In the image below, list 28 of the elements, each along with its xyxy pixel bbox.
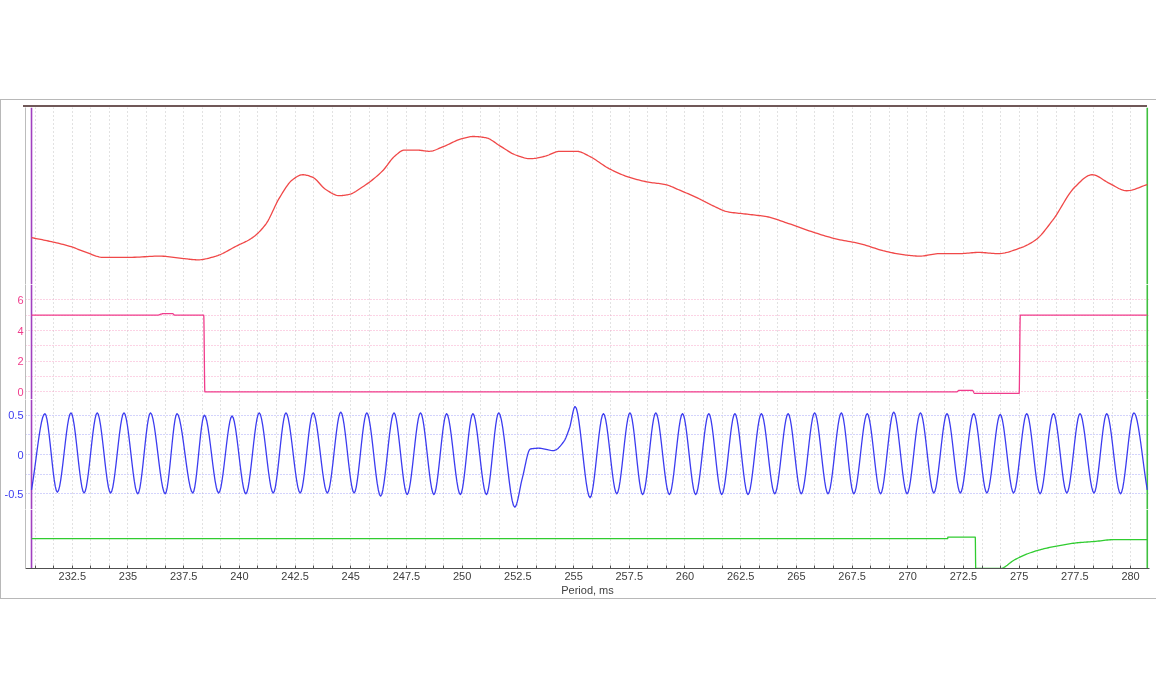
x-tick-label: 232.5: [58, 569, 87, 582]
y-tick-label: 4: [17, 324, 24, 337]
x-tick-label: 252.5: [504, 569, 532, 582]
y-tick-label: 0: [17, 385, 24, 398]
y-tick-label: 0.5: [8, 409, 24, 422]
x-tick-label: 247.5: [392, 569, 421, 582]
y-tick-label: -0.5: [4, 487, 24, 500]
x-tick-label: 235: [118, 569, 138, 582]
x-tick-label: 245: [341, 569, 360, 582]
y-tick-label: 2: [17, 355, 24, 368]
x-tick-label: 267.5: [838, 569, 866, 582]
x-axis-title: Period, ms: [561, 583, 615, 596]
x-tick-label: 240: [230, 569, 249, 582]
x-tick-label: 262.5: [726, 569, 755, 582]
x-tick-label: 280: [1121, 569, 1140, 582]
x-tick-label: 250: [453, 569, 472, 582]
x-tick-label: 257.5: [615, 569, 644, 582]
x-tick-label: 237.5: [169, 569, 198, 582]
x-tick-label: 260: [675, 569, 695, 582]
y-tick-label: 6: [17, 293, 24, 306]
x-tick-label: 277.5: [1061, 569, 1089, 582]
x-tick-label: 255: [564, 569, 583, 582]
x-tick-label: 270: [898, 569, 917, 582]
x-tick-label: 275: [1009, 569, 1029, 582]
x-tick-label: 272.5: [949, 569, 978, 582]
x-tick-label: 265: [787, 569, 806, 582]
x-tick-label: 242.5: [281, 569, 309, 582]
y-tick-label: 0: [17, 448, 24, 461]
